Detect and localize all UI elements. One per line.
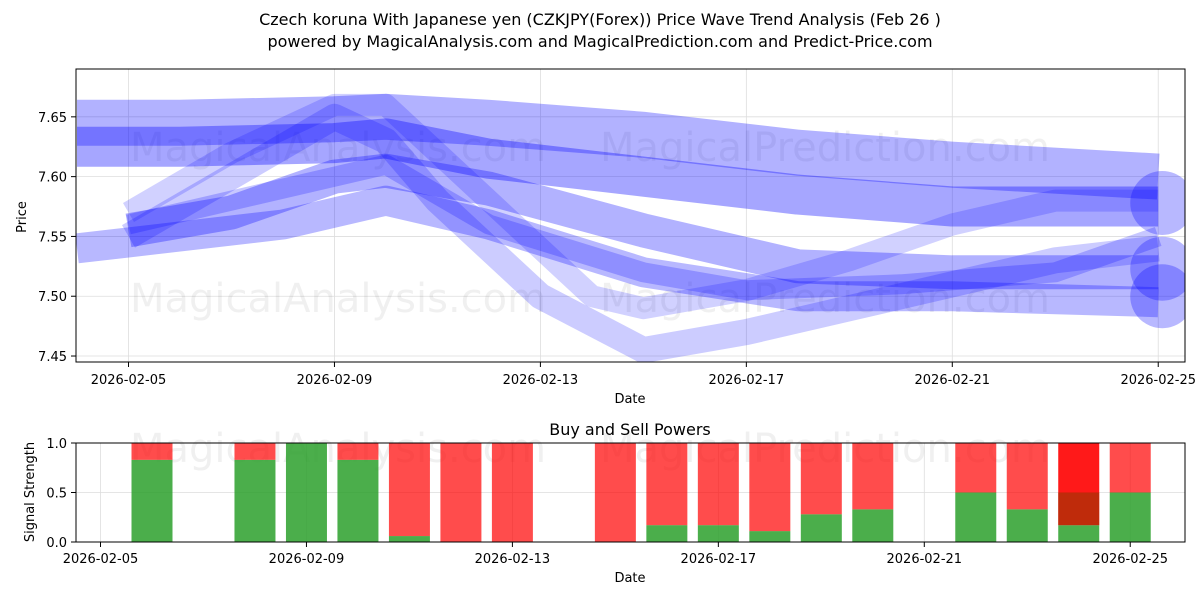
watermark: MagicalPrediction.com (600, 125, 1050, 171)
price-ytick-label: 7.65 (38, 111, 67, 126)
sell-power-bar (388, 443, 430, 537)
price-ytick-label: 7.60 (38, 171, 67, 186)
price-xtick-label: 2026-02-09 (297, 373, 373, 388)
wave-band-4 (76, 185, 1159, 318)
overlap-power-bar (1058, 492, 1100, 526)
wave-end-marker (1130, 170, 1185, 235)
buy-power-bar (800, 514, 842, 542)
powers-xlabel: Date (614, 571, 645, 586)
sell-power-bar (955, 443, 997, 493)
sell-power-bar (800, 443, 842, 515)
buy-power-bar (955, 492, 997, 542)
powers-ylabel: Signal Strength (23, 442, 38, 542)
price-xtick-label: 2026-02-17 (709, 373, 785, 388)
price-xtick-label: 2026-02-13 (503, 373, 579, 388)
sell-power-bar (646, 443, 688, 526)
sell-power-bar (440, 443, 482, 542)
powers-xtick-label: 2026-02-21 (887, 552, 963, 567)
buy-power-bar (646, 525, 688, 542)
price-ylabel: Price (15, 201, 30, 233)
powers-ytick-label: 0.5 (46, 487, 67, 502)
chart-subtitle: powered by MagicalAnalysis.com and Magic… (267, 32, 933, 51)
price-xtick-label: 2026-02-21 (915, 373, 991, 388)
buy-power-bar (1109, 492, 1151, 542)
watermark: MagicalAnalysis.com (130, 276, 546, 322)
buy-power-bar (285, 443, 327, 542)
price-ytick-label: 7.45 (38, 350, 67, 365)
powers-xtick-label: 2026-02-25 (1092, 552, 1168, 567)
powers-ytick-label: 0.0 (46, 536, 67, 551)
chart-title: Czech koruna With Japanese yen (CZKJPY(F… (259, 10, 941, 29)
powers-xtick-label: 2026-02-17 (681, 552, 757, 567)
sell-power-bar (852, 443, 894, 510)
watermark: MagicalPrediction.com (600, 276, 1050, 322)
powers-ytick-label: 1.0 (46, 437, 67, 452)
sell-power-bar (337, 443, 379, 460)
buy-power-bar (1058, 525, 1100, 542)
sell-power-bar (697, 443, 739, 526)
price-ytick-label: 7.55 (38, 230, 67, 245)
price-ytick-label: 7.50 (38, 290, 67, 305)
price-xtick-label: 2026-02-05 (91, 373, 167, 388)
buy-power-bar (852, 509, 894, 542)
wave-band-3 (125, 153, 1159, 290)
wave-band-5 (121, 103, 1160, 362)
powers-xtick-label: 2026-02-09 (269, 552, 345, 567)
sell-power-bar (1006, 443, 1048, 510)
sell-power-bar (594, 443, 636, 542)
buy-power-bar (697, 525, 739, 542)
powers-xtick-label: 2026-02-13 (475, 552, 551, 567)
wave-band-6 (122, 93, 1159, 320)
price-xlabel: Date (614, 392, 645, 407)
price-plot-frame (75, 68, 1186, 363)
buy-power-bar (1006, 509, 1048, 542)
powers-xtick-label: 2026-02-05 (63, 552, 139, 567)
sell-power-bar (131, 443, 173, 460)
buy-power-bar (234, 459, 276, 542)
sell-power-bar (1109, 443, 1151, 493)
wave-band-7 (126, 154, 1162, 301)
wave-end-marker (1130, 264, 1185, 329)
sell-power-bar (749, 443, 791, 532)
wave-band-2 (77, 118, 1159, 227)
buy-power-bar (337, 459, 379, 542)
buy-power-bar (131, 459, 173, 542)
powers-title: Buy and Sell Powers (549, 420, 711, 439)
price-xtick-label: 2026-02-25 (1120, 373, 1196, 388)
wave-end-marker (1130, 236, 1185, 301)
sell-power-bar (234, 443, 276, 460)
wave-band-1 (77, 93, 1160, 200)
buy-power-bar (388, 536, 430, 542)
watermark: MagicalAnalysis.com (130, 125, 546, 171)
sell-power-bar (491, 443, 533, 542)
buy-power-bar (749, 531, 791, 542)
